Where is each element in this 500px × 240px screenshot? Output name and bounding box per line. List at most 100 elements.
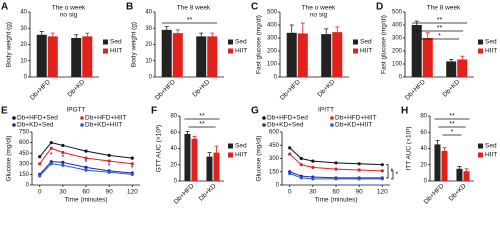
- bar: [184, 133, 191, 181]
- significance-label: *: [108, 163, 111, 170]
- y-tick-label: 40: [145, 10, 152, 16]
- data-point: [380, 163, 384, 167]
- y-axis-label: Fast glucose (mg/dl): [381, 15, 388, 74]
- significance-label: *: [85, 160, 88, 167]
- x-tick-label: Db+KD: [66, 78, 86, 98]
- y-tick-label: 0: [26, 183, 30, 189]
- bar: [411, 25, 422, 77]
- bar: [47, 36, 58, 77]
- y-tick-label: 0: [24, 75, 28, 81]
- data-point: [311, 159, 315, 163]
- legend-swatch: [228, 143, 233, 149]
- data-point: [299, 176, 303, 180]
- y-tick-label: 450: [269, 143, 280, 149]
- significance-label: *: [396, 172, 399, 179]
- x-tick-label: Db+KD: [448, 182, 468, 202]
- legend-label: Db+HFD+Sed: [267, 115, 308, 122]
- data-point: [49, 141, 53, 145]
- panel-letter: D: [376, 2, 383, 13]
- legend-label: Sed: [110, 39, 122, 46]
- data-point: [49, 146, 53, 150]
- panel-title: The 8 week: [427, 5, 461, 12]
- data-point: [130, 172, 134, 176]
- legend-swatch: [353, 48, 358, 54]
- data-point: [357, 168, 361, 172]
- y-axis-label: ITT AUC (×10³): [406, 126, 413, 170]
- significance-label: **: [437, 25, 443, 32]
- y-tick-label: 600: [269, 130, 280, 136]
- legend-label: Sed: [235, 143, 247, 150]
- y-tick-label: 60: [170, 130, 177, 136]
- data-point: [288, 171, 292, 176]
- y-tick-label: 150: [269, 169, 280, 175]
- y-tick-label: 200: [267, 49, 278, 55]
- y-tick-label: 0: [399, 75, 403, 81]
- bar: [36, 34, 47, 77]
- bar: [422, 38, 433, 77]
- legend-swatch: [103, 48, 108, 54]
- data-point: [84, 168, 88, 172]
- y-tick-label: 0: [276, 183, 280, 189]
- y-tick-label: 400: [267, 23, 278, 29]
- bar: [297, 33, 308, 77]
- y-axis-label: GTT AUC (×10³): [156, 125, 163, 172]
- legend-label: Sed: [360, 39, 372, 46]
- legend-swatch: [478, 152, 483, 158]
- bar: [332, 32, 343, 77]
- x-tick-label: Db+KD: [198, 182, 218, 202]
- data-point: [38, 155, 42, 159]
- x-tick-label: 0: [38, 189, 42, 196]
- legend-label: Sed: [235, 39, 247, 46]
- panel-subtitle: no sig: [60, 12, 78, 19]
- y-tick-label: 0: [274, 75, 278, 81]
- x-axis-label: Time (minutes): [314, 197, 357, 204]
- bar: [434, 144, 441, 181]
- significance-label: **: [187, 17, 193, 24]
- y-tick-label: 400: [392, 23, 403, 29]
- y-tick-label: 500: [267, 10, 278, 16]
- legend-swatch: [228, 48, 233, 54]
- significance-label: *: [50, 152, 53, 159]
- y-axis-label: Fast glucose (mg/dl): [256, 15, 263, 74]
- series-line: [289, 173, 383, 180]
- x-tick-label: 60: [82, 189, 90, 196]
- legend-marker: [80, 116, 84, 120]
- data-point: [61, 163, 65, 167]
- data-point: [380, 169, 384, 173]
- bar: [71, 38, 82, 77]
- x-tick-label: 120: [377, 189, 388, 196]
- legend-marker: [262, 123, 266, 127]
- series-line: [289, 147, 383, 166]
- significance-label: *: [438, 33, 441, 40]
- legend-marker: [262, 116, 266, 120]
- data-point: [357, 177, 361, 181]
- panel-title: The 8 week: [177, 5, 211, 12]
- data-point: [107, 170, 111, 174]
- significance-label: **: [449, 121, 455, 128]
- bar: [206, 156, 213, 181]
- data-point: [49, 162, 53, 166]
- bar: [446, 61, 457, 77]
- y-tick-label: 200: [392, 49, 403, 55]
- y-tick-label: 300: [267, 36, 278, 42]
- legend-marker: [330, 123, 334, 127]
- y-tick-label: 450: [19, 151, 30, 157]
- y-tick-label: 0: [424, 179, 428, 185]
- data-point: [130, 162, 134, 166]
- legend-swatch: [478, 39, 483, 45]
- data-point: [299, 163, 303, 167]
- y-tick-label: 150: [19, 172, 30, 178]
- legend-label: HIIT: [235, 48, 247, 55]
- data-point: [38, 162, 42, 166]
- y-tick-label: 10: [20, 58, 27, 64]
- y-tick-label: 30: [20, 26, 27, 32]
- series-line: [39, 142, 133, 159]
- bar: [172, 33, 183, 77]
- y-tick-label: 20: [170, 162, 177, 168]
- y-tick-label: 40: [170, 146, 177, 152]
- bar: [457, 59, 468, 77]
- legend-swatch: [228, 152, 233, 158]
- x-tick-label: Db+HFD: [154, 78, 177, 101]
- y-tick-label: 300: [269, 156, 280, 162]
